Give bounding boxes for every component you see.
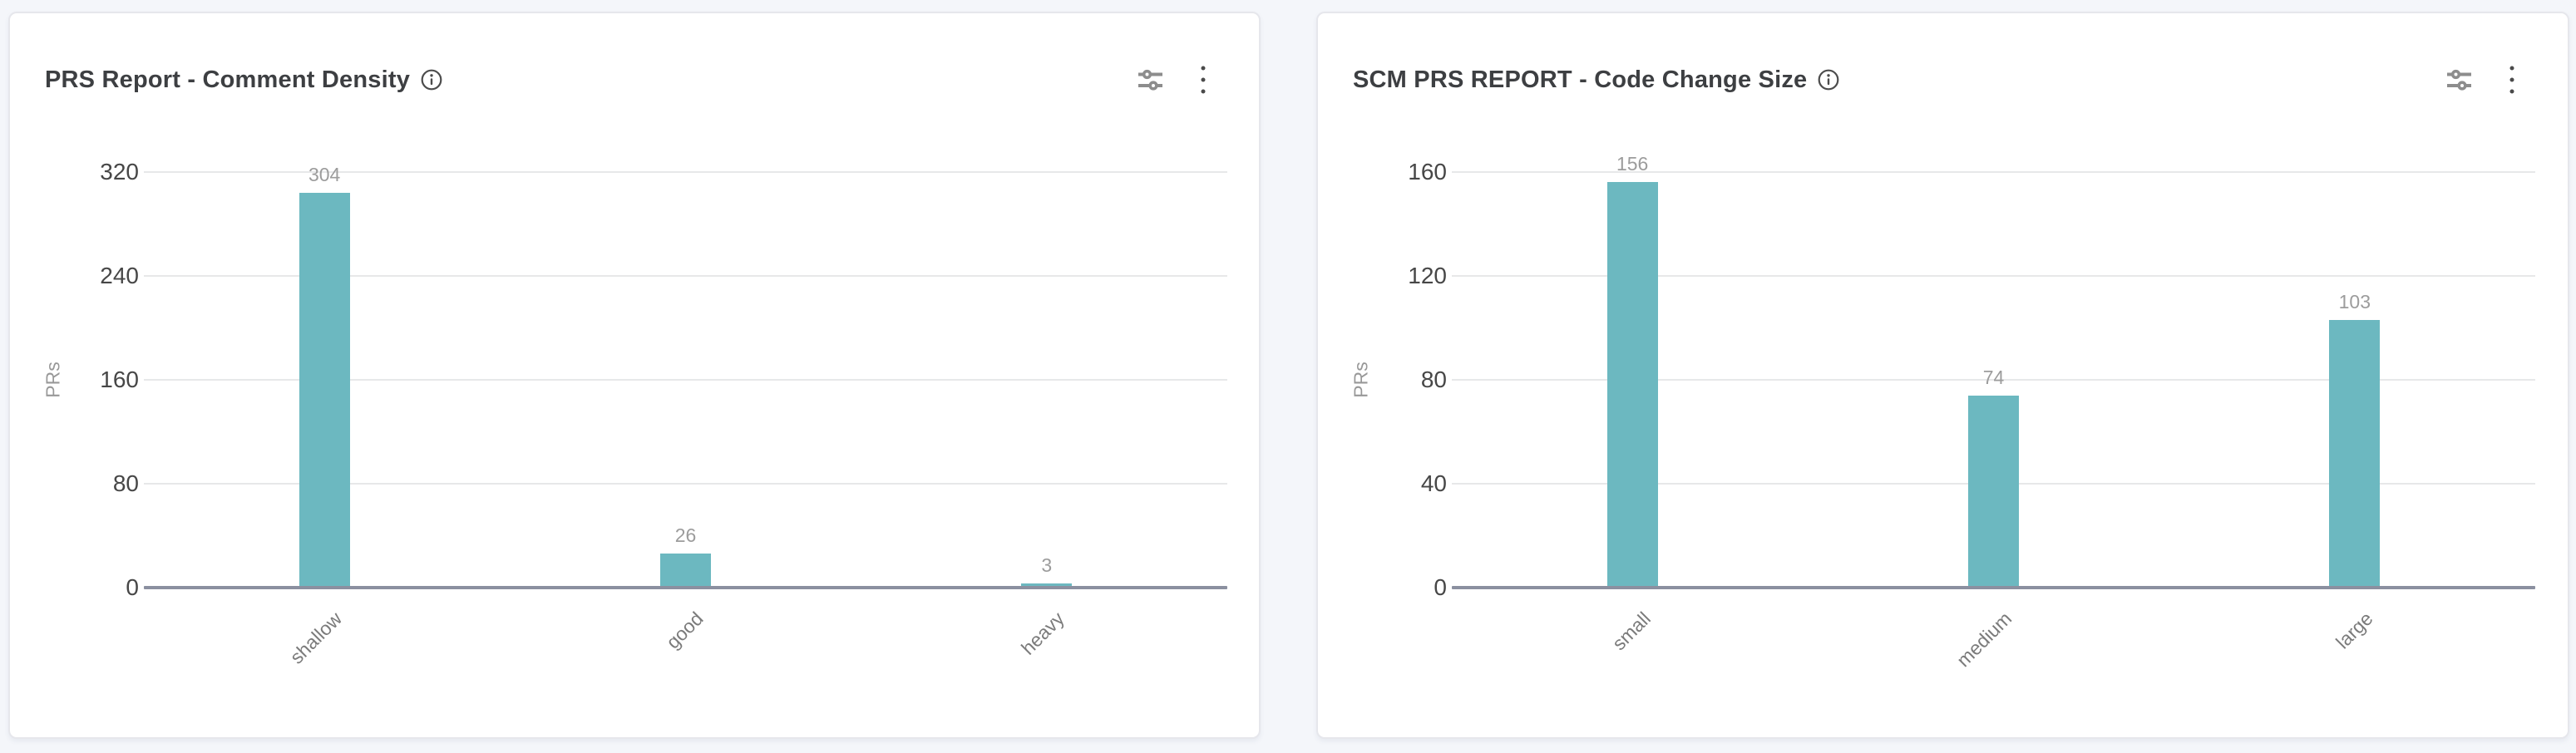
- x-axis-category-label: good: [662, 608, 708, 653]
- info-icon[interactable]: [1817, 68, 1840, 91]
- y-axis-tick-label: 120: [1408, 263, 1447, 288]
- card-header: PRS Report - Comment Density: [45, 62, 1211, 98]
- chart-card-comment-density: PRS Report - Comment Density: [8, 12, 1261, 739]
- y-axis-tick-label: 320: [100, 159, 139, 185]
- x-axis-category-label: small: [1607, 608, 1655, 655]
- chart-filter-sliders-button[interactable]: [2442, 65, 2476, 95]
- y-axis-title: PRs: [1350, 362, 1372, 398]
- y-axis-tick-label: 0: [1434, 574, 1447, 600]
- x-axis-category-label: shallow: [285, 608, 347, 668]
- x-axis-category-label: large: [2331, 608, 2377, 653]
- chart-title: SCM PRS REPORT - Code Change Size: [1353, 66, 1808, 93]
- bar-small[interactable]: [1606, 182, 1658, 588]
- y-axis-tick-label: 40: [1420, 470, 1447, 496]
- gridline: [1452, 379, 2535, 381]
- x-axis-line: [1452, 586, 2535, 589]
- bar-value-label: 304: [308, 164, 341, 185]
- bar-chart-code-change-size: 0 40 80 120 160 156 small 74 medium 103 large PRs: [1318, 13, 2568, 737]
- gridline: [1452, 275, 2535, 277]
- chart-card-code-change-size: SCM PRS REPORT - Code Change Size: [1316, 12, 2569, 739]
- y-axis-tick-label: 80: [1420, 367, 1447, 392]
- y-axis-tick-label: 240: [100, 263, 139, 288]
- info-icon[interactable]: [420, 68, 443, 91]
- kebab-menu-icon[interactable]: [1196, 60, 1211, 100]
- bar-value-label: 74: [1982, 367, 2005, 388]
- bar-large[interactable]: [2329, 320, 2381, 588]
- bar-chart-comment-density: 0 80 160 240 320 304 shallow 26 good 3 heavy PRs: [10, 13, 1259, 737]
- y-axis-tick-label: 80: [112, 470, 139, 496]
- card-header: SCM PRS REPORT - Code Change Size: [1353, 62, 2519, 98]
- gridline: [144, 275, 1227, 277]
- kebab-menu-icon[interactable]: [2504, 60, 2519, 100]
- y-axis-tick-label: 160: [100, 367, 139, 392]
- chart-filter-sliders-button[interactable]: [1133, 65, 1167, 95]
- gridline: [1452, 171, 2535, 173]
- bar-shallow[interactable]: [299, 193, 350, 588]
- x-axis-category-label: medium: [1952, 608, 2016, 672]
- chart-title: PRS Report - Comment Density: [45, 66, 411, 93]
- bar-good[interactable]: [660, 554, 711, 588]
- gridline: [144, 171, 1227, 173]
- bar-medium[interactable]: [1968, 396, 2019, 588]
- y-axis-title: PRs: [42, 362, 64, 398]
- x-axis-line: [144, 586, 1227, 589]
- x-axis-category-label: heavy: [1017, 608, 1069, 659]
- bar-value-label: 26: [674, 524, 697, 546]
- gridline: [144, 379, 1227, 381]
- y-axis-tick-label: 0: [126, 574, 139, 600]
- gridline: [144, 483, 1227, 485]
- bar-value-label: 3: [1041, 554, 1053, 576]
- bar-heavy[interactable]: [1021, 583, 1073, 588]
- bar-value-label: 103: [2338, 291, 2371, 313]
- y-axis-tick-label: 160: [1408, 159, 1447, 185]
- bar-value-label: 156: [1616, 153, 1649, 175]
